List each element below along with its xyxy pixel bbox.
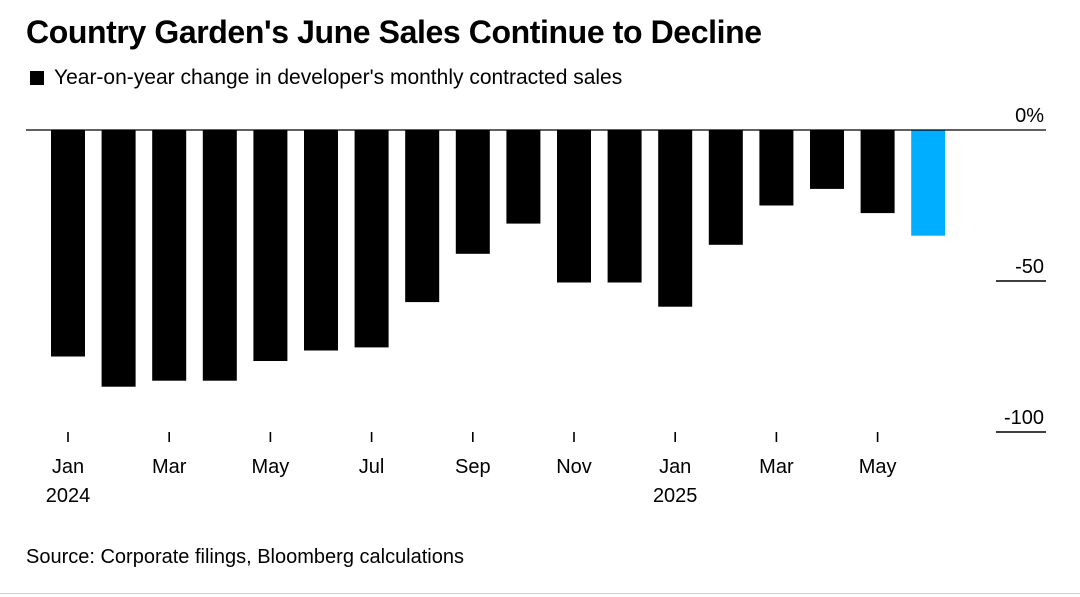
bar-2024-09 xyxy=(455,130,490,254)
bar-2024-07 xyxy=(354,130,389,348)
x-tick-label-may-4: May xyxy=(252,456,290,478)
bar-2024-01 xyxy=(51,130,85,357)
bottom-divider xyxy=(0,593,1080,594)
bar-2025-04 xyxy=(810,130,844,189)
x-tick-label-jul-6: Jul xyxy=(359,456,385,478)
bar-2025-02 xyxy=(708,130,743,245)
x-year-label-2025: 2025 xyxy=(653,485,698,507)
x-tick-label-may-16: May xyxy=(859,456,897,478)
bar-2025-05 xyxy=(860,130,895,214)
bar-2024-11 xyxy=(557,130,591,283)
y-tick-label--50: -50 xyxy=(1015,256,1044,278)
x-year-label-2024: 2024 xyxy=(46,485,91,507)
bar-2024-06 xyxy=(304,130,338,351)
x-tick-label-mar-2: Mar xyxy=(152,456,187,478)
x-tick-label-nov-10: Nov xyxy=(556,456,592,478)
legend-swatch xyxy=(30,71,44,85)
y-tick-label-0: 0% xyxy=(1015,105,1044,127)
legend: Year-on-year change in developer's month… xyxy=(30,66,622,90)
bar-2024-02 xyxy=(101,130,136,387)
bar-2024-05 xyxy=(253,130,288,361)
bar-2025-03 xyxy=(759,130,794,206)
bar-2024-08 xyxy=(405,130,440,303)
source-note: Source: Corporate filings, Bloomberg cal… xyxy=(26,546,464,568)
bar-2024-03 xyxy=(152,130,187,381)
chart-title: Country Garden's June Sales Continue to … xyxy=(26,14,762,50)
x-tick-label-sep-8: Sep xyxy=(455,456,491,478)
x-tick-label-jan-0: Jan xyxy=(52,456,84,478)
x-tick-label-mar-14: Mar xyxy=(759,456,794,478)
bar-2025-06 xyxy=(911,130,946,236)
bar-2024-10 xyxy=(506,130,541,224)
legend-label: Year-on-year change in developer's month… xyxy=(54,66,623,89)
bar-2024-04 xyxy=(202,130,237,381)
bar-2024-12 xyxy=(607,130,642,283)
bar-2025-01 xyxy=(658,130,693,307)
y-tick-label--100: -100 xyxy=(1004,407,1044,429)
x-tick-label-jan-12: Jan xyxy=(659,456,691,478)
